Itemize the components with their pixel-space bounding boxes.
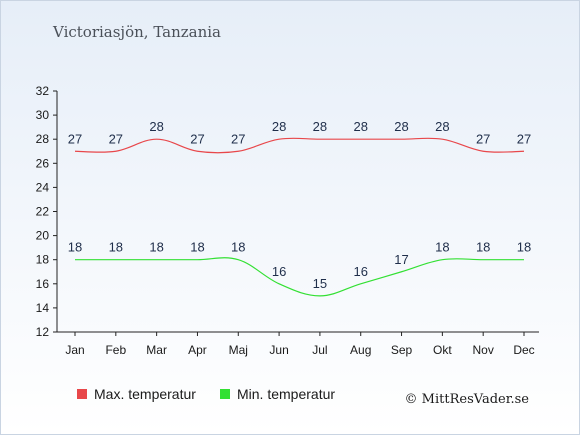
x-tick-label: Jun xyxy=(269,343,288,357)
data-label: 28 xyxy=(435,119,449,134)
y-tick-label: 24 xyxy=(36,180,50,194)
y-tick-label: 20 xyxy=(36,229,50,243)
y-tick-label: 12 xyxy=(36,325,50,339)
x-tick-label: Sep xyxy=(391,343,413,357)
x-tick-label: Dec xyxy=(513,343,534,357)
data-label: 17 xyxy=(394,252,408,267)
data-label: 28 xyxy=(149,119,163,134)
credit-text: © MittResVader.se xyxy=(405,392,530,407)
legend-swatch xyxy=(77,389,87,399)
y-tick-label: 22 xyxy=(36,205,50,219)
legend-swatch xyxy=(220,389,230,399)
x-tick-label: Jan xyxy=(65,343,84,357)
x-tick-label: Mar xyxy=(146,343,167,357)
legend-label: Max. temperatur xyxy=(94,386,196,402)
data-label: 18 xyxy=(435,240,449,255)
data-label: 18 xyxy=(68,240,82,255)
y-tick-label: 28 xyxy=(36,132,50,146)
y-tick-label: 26 xyxy=(36,156,50,170)
data-label: 18 xyxy=(517,240,531,255)
axes: 12 14 16 18 20 22 24 26 28 30 32 Jan Feb Mar Apr Maj Jun… xyxy=(36,84,539,357)
data-label: 27 xyxy=(109,131,123,146)
data-label: 27 xyxy=(476,131,490,146)
data-label: 28 xyxy=(353,119,367,134)
series-lines xyxy=(74,137,525,297)
data-label: 16 xyxy=(272,264,286,279)
y-tick-label: 14 xyxy=(36,301,50,315)
x-tick-label: Apr xyxy=(188,343,207,357)
data-label: 18 xyxy=(476,240,490,255)
legend-label: Min. temperatur xyxy=(237,386,335,402)
y-tick-label: 16 xyxy=(36,277,50,291)
y-tick-label: 18 xyxy=(36,253,50,267)
data-label: 27 xyxy=(190,131,204,146)
series-line-min xyxy=(75,257,524,297)
data-label: 18 xyxy=(109,240,123,255)
data-labels: 27 27 28 27 27 28 28 28 28 28 27 27 18 18 18 18 18 16 15 16… xyxy=(68,119,531,291)
data-label: 16 xyxy=(353,264,367,279)
data-label: 27 xyxy=(517,131,531,146)
y-tick-label: 30 xyxy=(36,108,50,122)
x-tick-label: Aug xyxy=(350,343,371,357)
data-label: 15 xyxy=(313,276,327,291)
chart-title: Victoriasjön, Tanzania xyxy=(52,23,221,41)
data-label: 28 xyxy=(272,119,286,134)
data-label: 18 xyxy=(190,240,204,255)
legend: Max. temperatur Min. temperatur xyxy=(77,386,335,402)
data-label: 28 xyxy=(313,119,327,134)
x-tick-label: Jul xyxy=(312,343,327,357)
data-label: 18 xyxy=(149,240,163,255)
x-tick-label: Feb xyxy=(105,343,126,357)
series-line-max xyxy=(74,137,525,154)
x-tick-label: Nov xyxy=(473,343,494,357)
data-label: 18 xyxy=(231,240,245,255)
data-label: 27 xyxy=(231,131,245,146)
data-label: 27 xyxy=(68,131,82,146)
x-tick-label: Okt xyxy=(433,343,452,357)
y-tick-label: 32 xyxy=(36,84,50,98)
x-tick-label: Maj xyxy=(229,343,248,357)
data-label: 28 xyxy=(394,119,408,134)
